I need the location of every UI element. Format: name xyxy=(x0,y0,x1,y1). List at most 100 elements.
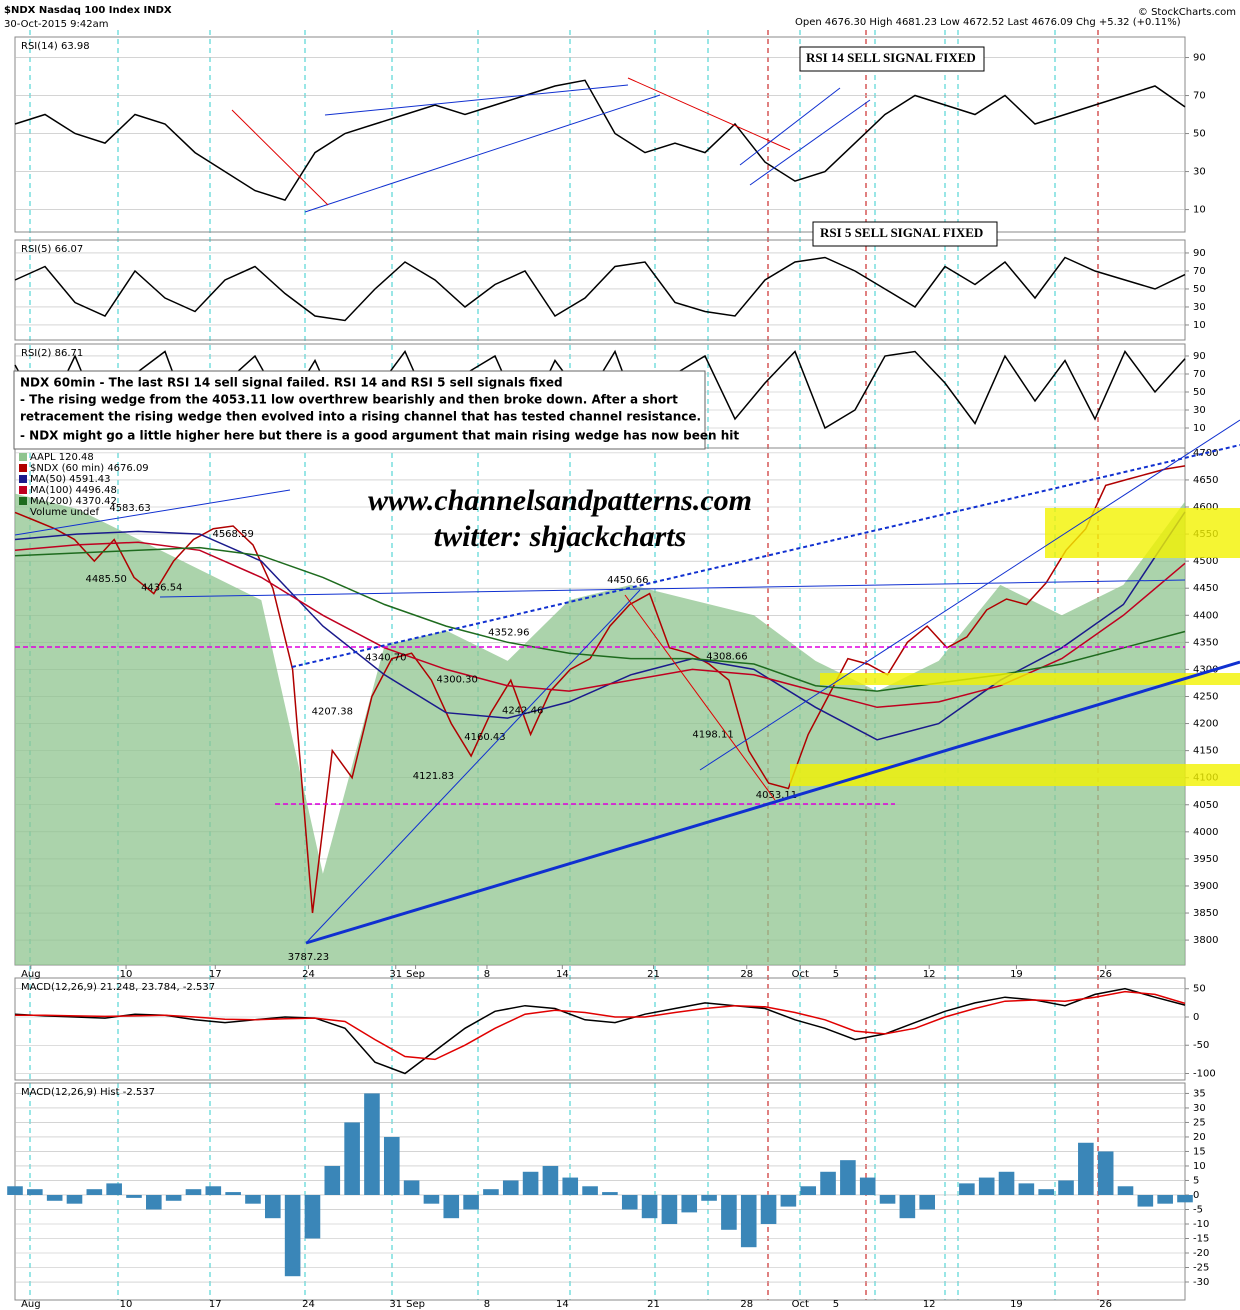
line xyxy=(14,987,1186,1075)
line xyxy=(15,990,1186,1061)
point-label: 4450.66 xyxy=(607,575,648,586)
bar xyxy=(800,1186,817,1195)
point-label: 4340.70 xyxy=(365,652,406,663)
y-tick-label: 3800 xyxy=(1193,935,1218,946)
chart-title: $NDX Nasdaq 100 Index INDX xyxy=(4,5,172,16)
bar xyxy=(959,1183,975,1195)
y-tick-label: 4200 xyxy=(1193,719,1218,730)
bar xyxy=(899,1194,916,1219)
bar xyxy=(502,1180,519,1195)
bar xyxy=(66,1194,83,1204)
y-tick-label: 70 xyxy=(1193,266,1206,277)
legend-swatch xyxy=(19,464,27,472)
watermark: www.channelsandpatterns.com xyxy=(368,484,752,517)
y-tick-label: 4000 xyxy=(1193,827,1218,838)
bar xyxy=(383,1136,400,1195)
x-tick-label: 17 xyxy=(209,1299,222,1310)
bar xyxy=(46,1194,63,1201)
x-tick-label: 31 xyxy=(389,1299,402,1310)
x-tick-label: 19 xyxy=(1010,969,1023,980)
x-tick-label: 24 xyxy=(302,969,315,980)
trend-line xyxy=(291,444,1240,668)
y-tick-label: 30 xyxy=(1193,302,1206,313)
legend-swatch xyxy=(19,453,27,461)
bar xyxy=(522,1171,539,1195)
bar xyxy=(582,1186,598,1195)
bar xyxy=(1058,1180,1074,1195)
x-tick-label: Sep xyxy=(406,1299,425,1310)
point-label: 4300.30 xyxy=(437,674,478,685)
trend-line xyxy=(305,589,641,944)
point-label: 4352.96 xyxy=(488,628,529,639)
watermark: twitter: shjackcharts xyxy=(434,520,687,553)
x-tick-label: 24 xyxy=(302,1299,315,1310)
trend-line xyxy=(624,594,776,801)
y-tick-label: 4350 xyxy=(1193,637,1218,648)
y-tick-label: 3850 xyxy=(1193,908,1218,919)
legend-label: Volume undef xyxy=(30,507,100,518)
y-tick-label: 30 xyxy=(1193,1103,1206,1114)
note-line: NDX 60min - The last RSI 14 sell signal … xyxy=(20,376,563,390)
y-tick-label: 10 xyxy=(1193,423,1206,434)
y-tick-label: 4500 xyxy=(1193,556,1218,567)
bar xyxy=(1157,1194,1173,1204)
y-tick-label: -5 xyxy=(1193,1204,1203,1215)
legend-label: MA(50) 4591.43 xyxy=(30,474,111,485)
bar xyxy=(185,1189,202,1195)
bar xyxy=(165,1194,182,1201)
zone xyxy=(790,764,1240,786)
y-tick-label: 90 xyxy=(1193,248,1206,259)
x-tick-label: 14 xyxy=(556,969,569,980)
y-tick-label: 35 xyxy=(1193,1088,1206,1099)
y-tick-label: 0 xyxy=(1193,1012,1199,1023)
bar xyxy=(641,1194,658,1219)
point-label: 4583.63 xyxy=(109,503,150,514)
bar xyxy=(364,1093,380,1195)
y-tick-label: 4050 xyxy=(1193,800,1218,811)
trend-line xyxy=(627,77,791,151)
y-tick-label: 3950 xyxy=(1193,854,1218,865)
legend-label: $NDX (60 min) 4676.09 xyxy=(30,463,149,474)
bar xyxy=(562,1177,579,1195)
bar xyxy=(106,1183,122,1195)
timestamp: 30-Oct-2015 9:42am xyxy=(4,19,108,30)
bar xyxy=(284,1194,301,1277)
brand: © StockCharts.com xyxy=(1138,7,1236,18)
y-tick-label: -10 xyxy=(1193,1219,1209,1230)
line xyxy=(14,541,1186,709)
bar xyxy=(126,1194,142,1198)
y-tick-label: 70 xyxy=(1193,91,1206,102)
panel-title: RSI(2) 86.71 xyxy=(21,348,83,359)
bar xyxy=(1097,1151,1114,1195)
x-tick-label: 5 xyxy=(833,1299,839,1310)
y-tick-label: 15 xyxy=(1193,1146,1206,1157)
y-tick-label: -100 xyxy=(1193,1069,1216,1080)
legend-label: AAPL 120.48 xyxy=(30,452,94,463)
y-tick-label: 90 xyxy=(1193,53,1206,64)
x-tick-label: 8 xyxy=(484,969,490,980)
trend-line xyxy=(231,109,329,206)
trend-line xyxy=(305,660,1240,945)
bar xyxy=(859,1177,876,1195)
y-tick-label: 70 xyxy=(1193,369,1206,380)
y-tick-label: 5 xyxy=(1193,1175,1199,1186)
zone xyxy=(1045,508,1240,558)
note-line: retracement the rising wedge then evolve… xyxy=(20,410,701,424)
y-tick-label: -15 xyxy=(1193,1233,1209,1244)
line xyxy=(14,465,1186,914)
y-tick-label: 4300 xyxy=(1193,664,1218,675)
signal-note: RSI 14 SELL SIGNAL FIXED xyxy=(806,50,976,65)
bar xyxy=(1038,1189,1054,1195)
y-tick-label: -20 xyxy=(1193,1248,1209,1259)
y-tick-label: 10 xyxy=(1193,1161,1206,1172)
y-tick-label: 4150 xyxy=(1193,746,1218,757)
legend-swatch xyxy=(19,486,27,494)
y-tick-label: 10 xyxy=(1193,205,1206,216)
panel-frame xyxy=(14,977,1186,1081)
y-tick-label: 30 xyxy=(1193,405,1206,416)
bar xyxy=(1078,1142,1094,1195)
signal-box xyxy=(812,221,998,247)
point-label: 4160.43 xyxy=(464,732,505,743)
